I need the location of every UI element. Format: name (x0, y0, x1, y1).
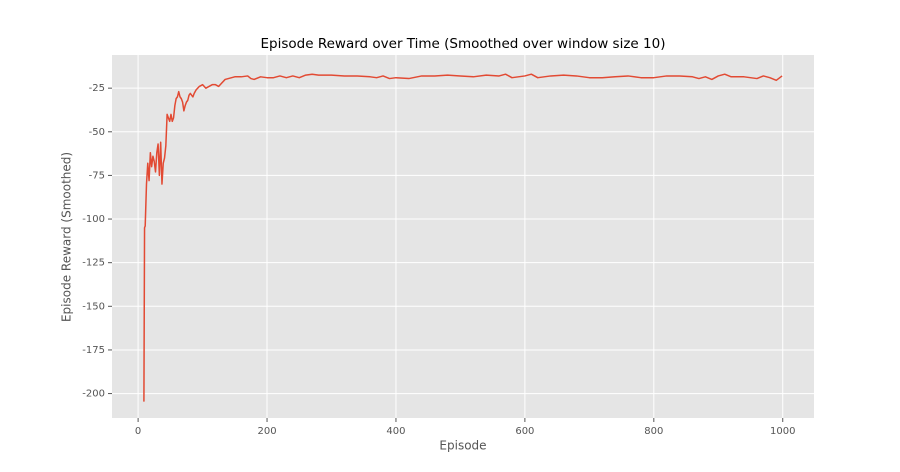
y-tick-label: -50 (89, 127, 105, 138)
plot-area (112, 55, 814, 418)
chart-title: Episode Reward over Time (Smoothed over … (261, 36, 666, 52)
y-tick-label: -75 (89, 170, 105, 181)
y-tick-label: -150 (82, 301, 105, 312)
x-tick-label: 600 (515, 426, 534, 437)
y-tick-label: -25 (89, 83, 105, 94)
x-axis-label: Episode (439, 439, 486, 453)
x-tick-label: 200 (257, 426, 276, 437)
line (143, 73, 783, 402)
y-tick-label: -125 (82, 258, 105, 269)
x-tick-label: 0 (135, 426, 141, 437)
x-tick-label: 400 (386, 426, 405, 437)
x-tick-label: 800 (644, 426, 663, 437)
y-tick-label: -100 (82, 214, 105, 225)
x-tick-label: 1000 (770, 426, 795, 437)
y-tick-label: -175 (82, 345, 105, 356)
y-axis-label: Episode Reward (Smoothed) (60, 152, 74, 322)
y-tick-label: -200 (82, 389, 105, 400)
